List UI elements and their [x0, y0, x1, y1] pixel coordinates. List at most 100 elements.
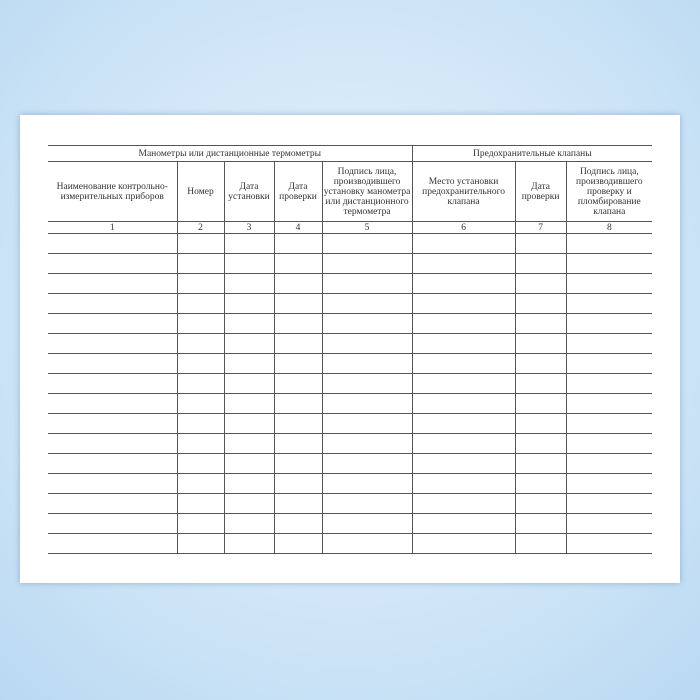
table-cell	[48, 493, 178, 514]
table-cell	[223, 513, 275, 534]
table-cell	[223, 273, 275, 294]
table-cell	[411, 533, 516, 554]
table-row	[48, 493, 653, 514]
table-cell	[565, 333, 653, 354]
table-cell	[411, 473, 516, 494]
table-cell	[411, 293, 516, 314]
table-cell	[411, 313, 516, 334]
table-cell	[176, 393, 225, 414]
table-row	[48, 293, 653, 314]
table-cell	[321, 393, 413, 414]
table-cell	[514, 233, 567, 254]
table-row	[48, 233, 653, 254]
table-cell	[565, 473, 653, 494]
table-cell	[411, 253, 516, 274]
form-page: Манометры или дистанционные термометры П…	[20, 115, 680, 583]
table-cell	[321, 533, 413, 554]
table-cell	[223, 233, 275, 254]
table-cell	[223, 433, 275, 454]
table-cell	[223, 333, 275, 354]
column-number: 4	[273, 221, 323, 234]
column-header: Дата проверки	[514, 161, 567, 222]
column-number: 5	[321, 221, 413, 234]
table-cell	[48, 233, 178, 254]
table-cell	[321, 473, 413, 494]
table-cell	[273, 513, 323, 534]
table-cell	[48, 373, 178, 394]
table-cell	[565, 353, 653, 374]
table-cell	[176, 273, 225, 294]
table-cell	[514, 533, 567, 554]
table-cell	[176, 533, 225, 554]
table-cell	[48, 433, 178, 454]
table-cell	[273, 353, 323, 374]
table-cell	[514, 453, 567, 474]
table-cell	[176, 493, 225, 514]
table-cell	[514, 393, 567, 414]
table-cell	[514, 313, 567, 334]
table-cell	[223, 473, 275, 494]
table-cell	[411, 433, 516, 454]
table-cell	[273, 333, 323, 354]
table-cell	[273, 293, 323, 314]
table-cell	[273, 393, 323, 414]
table-cell	[321, 413, 413, 434]
table-cell	[565, 413, 653, 434]
column-header: Дата установки	[223, 161, 275, 222]
table-cell	[176, 293, 225, 314]
table-cell	[48, 533, 178, 554]
table-cell	[565, 453, 653, 474]
group-header-gauges: Манометры или дистанционные термометры	[48, 145, 413, 162]
table-cell	[321, 253, 413, 274]
table-cell	[48, 333, 178, 354]
table-cell	[273, 433, 323, 454]
table-cell	[48, 413, 178, 434]
table-cell	[223, 313, 275, 334]
table-cell	[321, 293, 413, 314]
column-header: Подпись лица, производившего проверку и …	[565, 161, 653, 222]
register-table: Манометры или дистанционные термометры П…	[48, 145, 653, 554]
table-cell	[273, 533, 323, 554]
table-cell	[411, 333, 516, 354]
table-row	[48, 473, 653, 494]
table-cell	[176, 413, 225, 434]
table-cell	[273, 273, 323, 294]
table-cell	[321, 513, 413, 534]
table-cell	[48, 293, 178, 314]
table-cell	[176, 473, 225, 494]
table-row	[48, 433, 653, 454]
table-cell	[565, 433, 653, 454]
table-cell	[411, 373, 516, 394]
column-number: 8	[565, 221, 653, 234]
table-cell	[565, 373, 653, 394]
table-cell	[223, 373, 275, 394]
table-cell	[223, 493, 275, 514]
table-row	[48, 353, 653, 374]
table-cell	[223, 253, 275, 274]
table-cell	[176, 333, 225, 354]
table-cell	[411, 233, 516, 254]
table-cell	[514, 353, 567, 374]
table-cell	[273, 313, 323, 334]
table-cell	[48, 353, 178, 374]
table-cell	[514, 413, 567, 434]
column-number: 1	[48, 221, 178, 234]
table-cell	[176, 313, 225, 334]
table-cell	[176, 453, 225, 474]
table-cell	[321, 233, 413, 254]
table-row	[48, 373, 653, 394]
table-cell	[411, 353, 516, 374]
table-cell	[48, 513, 178, 534]
table-cell	[48, 453, 178, 474]
table-cell	[565, 293, 653, 314]
table-cell	[514, 473, 567, 494]
table-cell	[411, 413, 516, 434]
table-cell	[321, 493, 413, 514]
table-cell	[411, 393, 516, 414]
table-cell	[321, 373, 413, 394]
table-cell	[321, 333, 413, 354]
table-cell	[565, 533, 653, 554]
table-cell	[514, 513, 567, 534]
table-cell	[514, 373, 567, 394]
table-cell	[48, 473, 178, 494]
